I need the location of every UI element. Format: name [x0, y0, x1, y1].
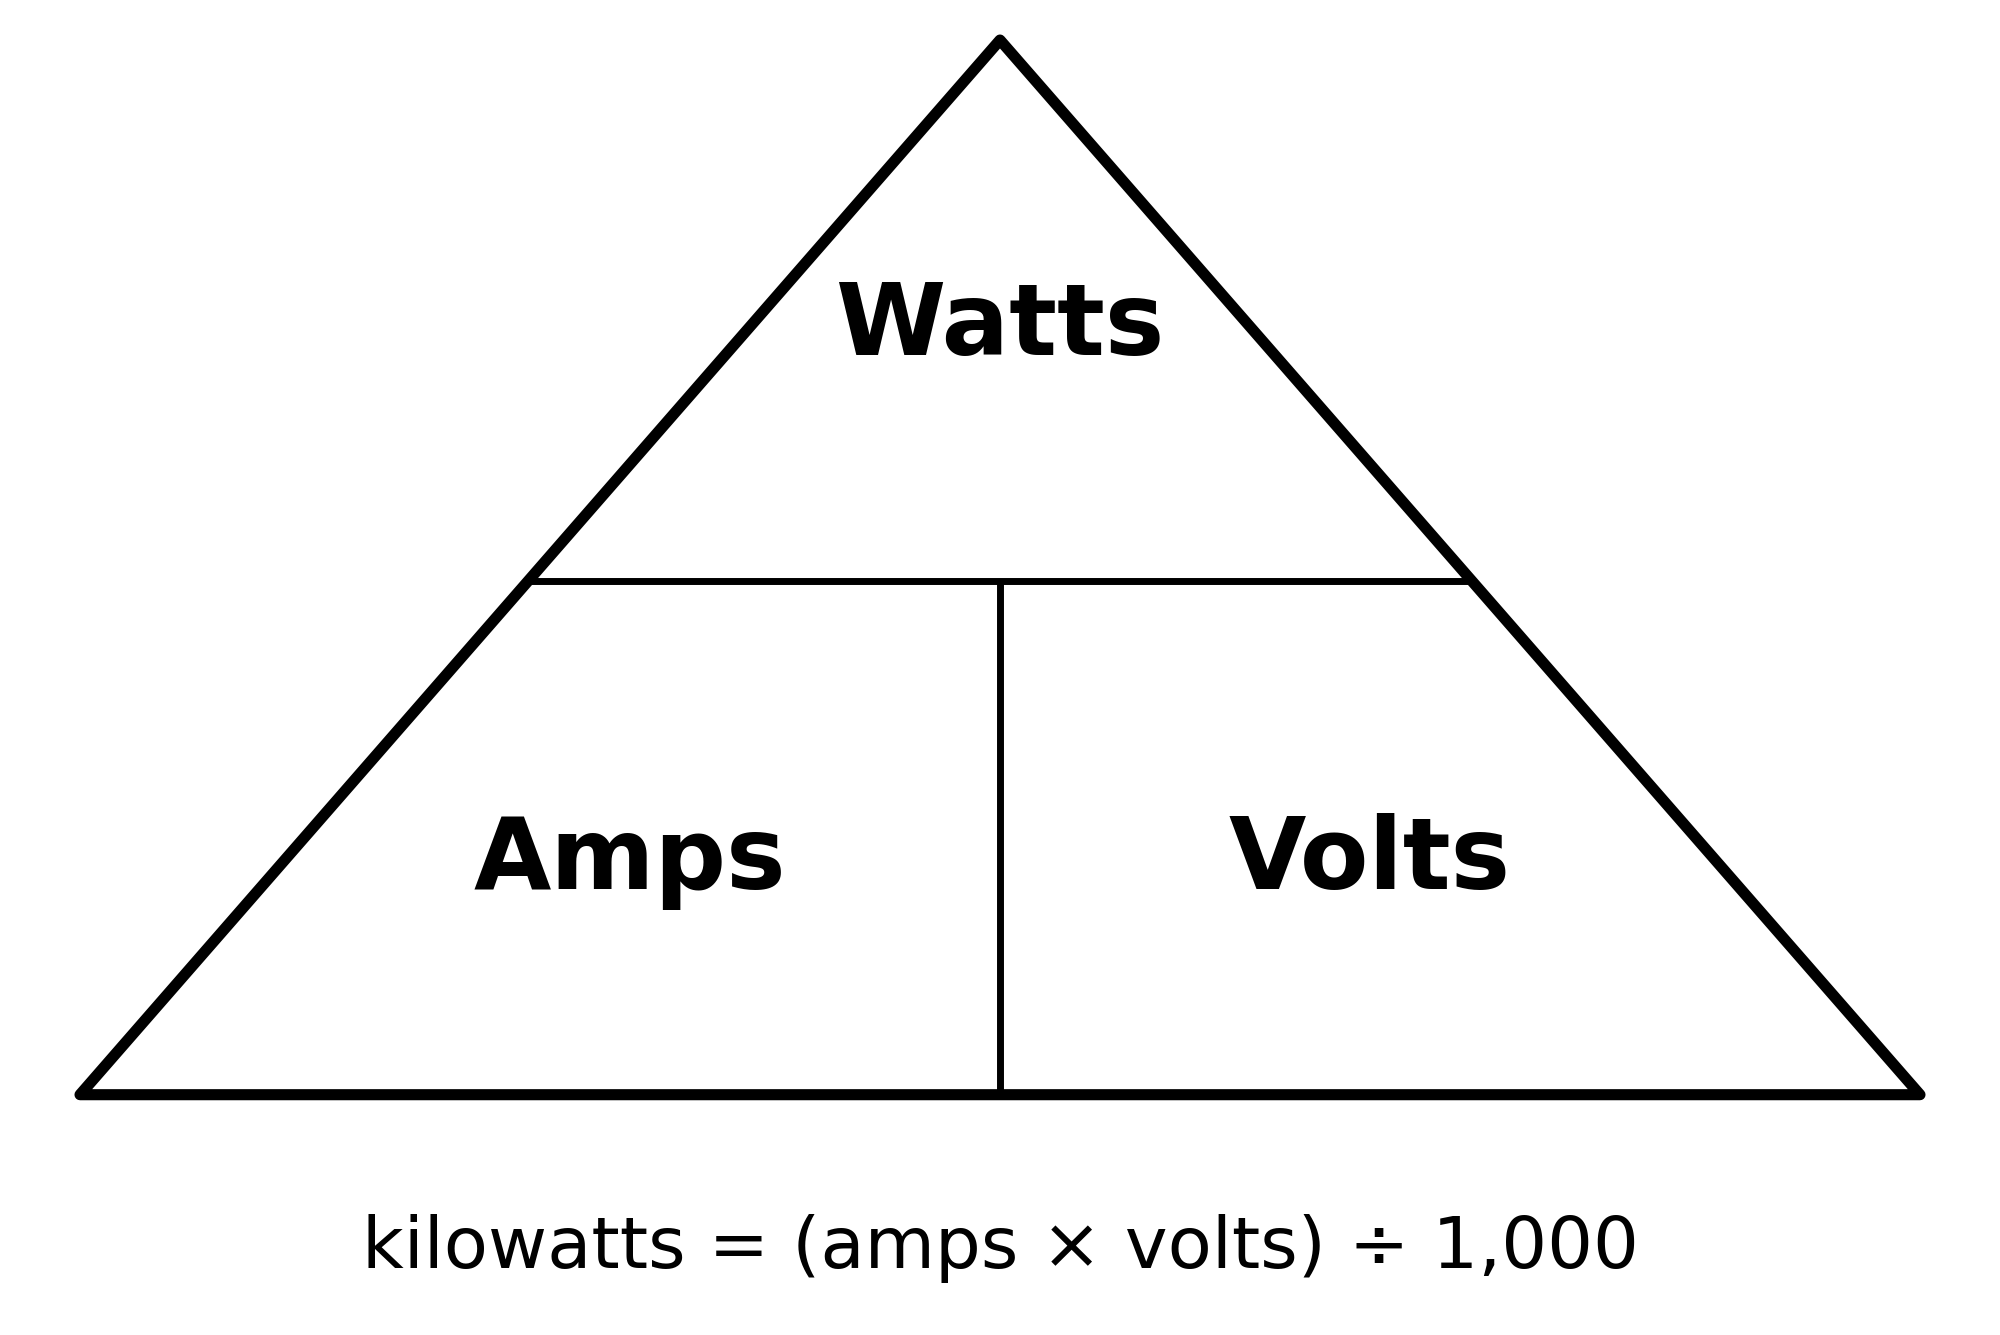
Text: Volts: Volts [1228, 813, 1512, 909]
Text: Amps: Amps [474, 813, 786, 909]
Text: kilowatts = (amps × volts) ÷ 1,000: kilowatts = (amps × volts) ÷ 1,000 [362, 1214, 1638, 1283]
Text: Watts: Watts [836, 279, 1164, 375]
